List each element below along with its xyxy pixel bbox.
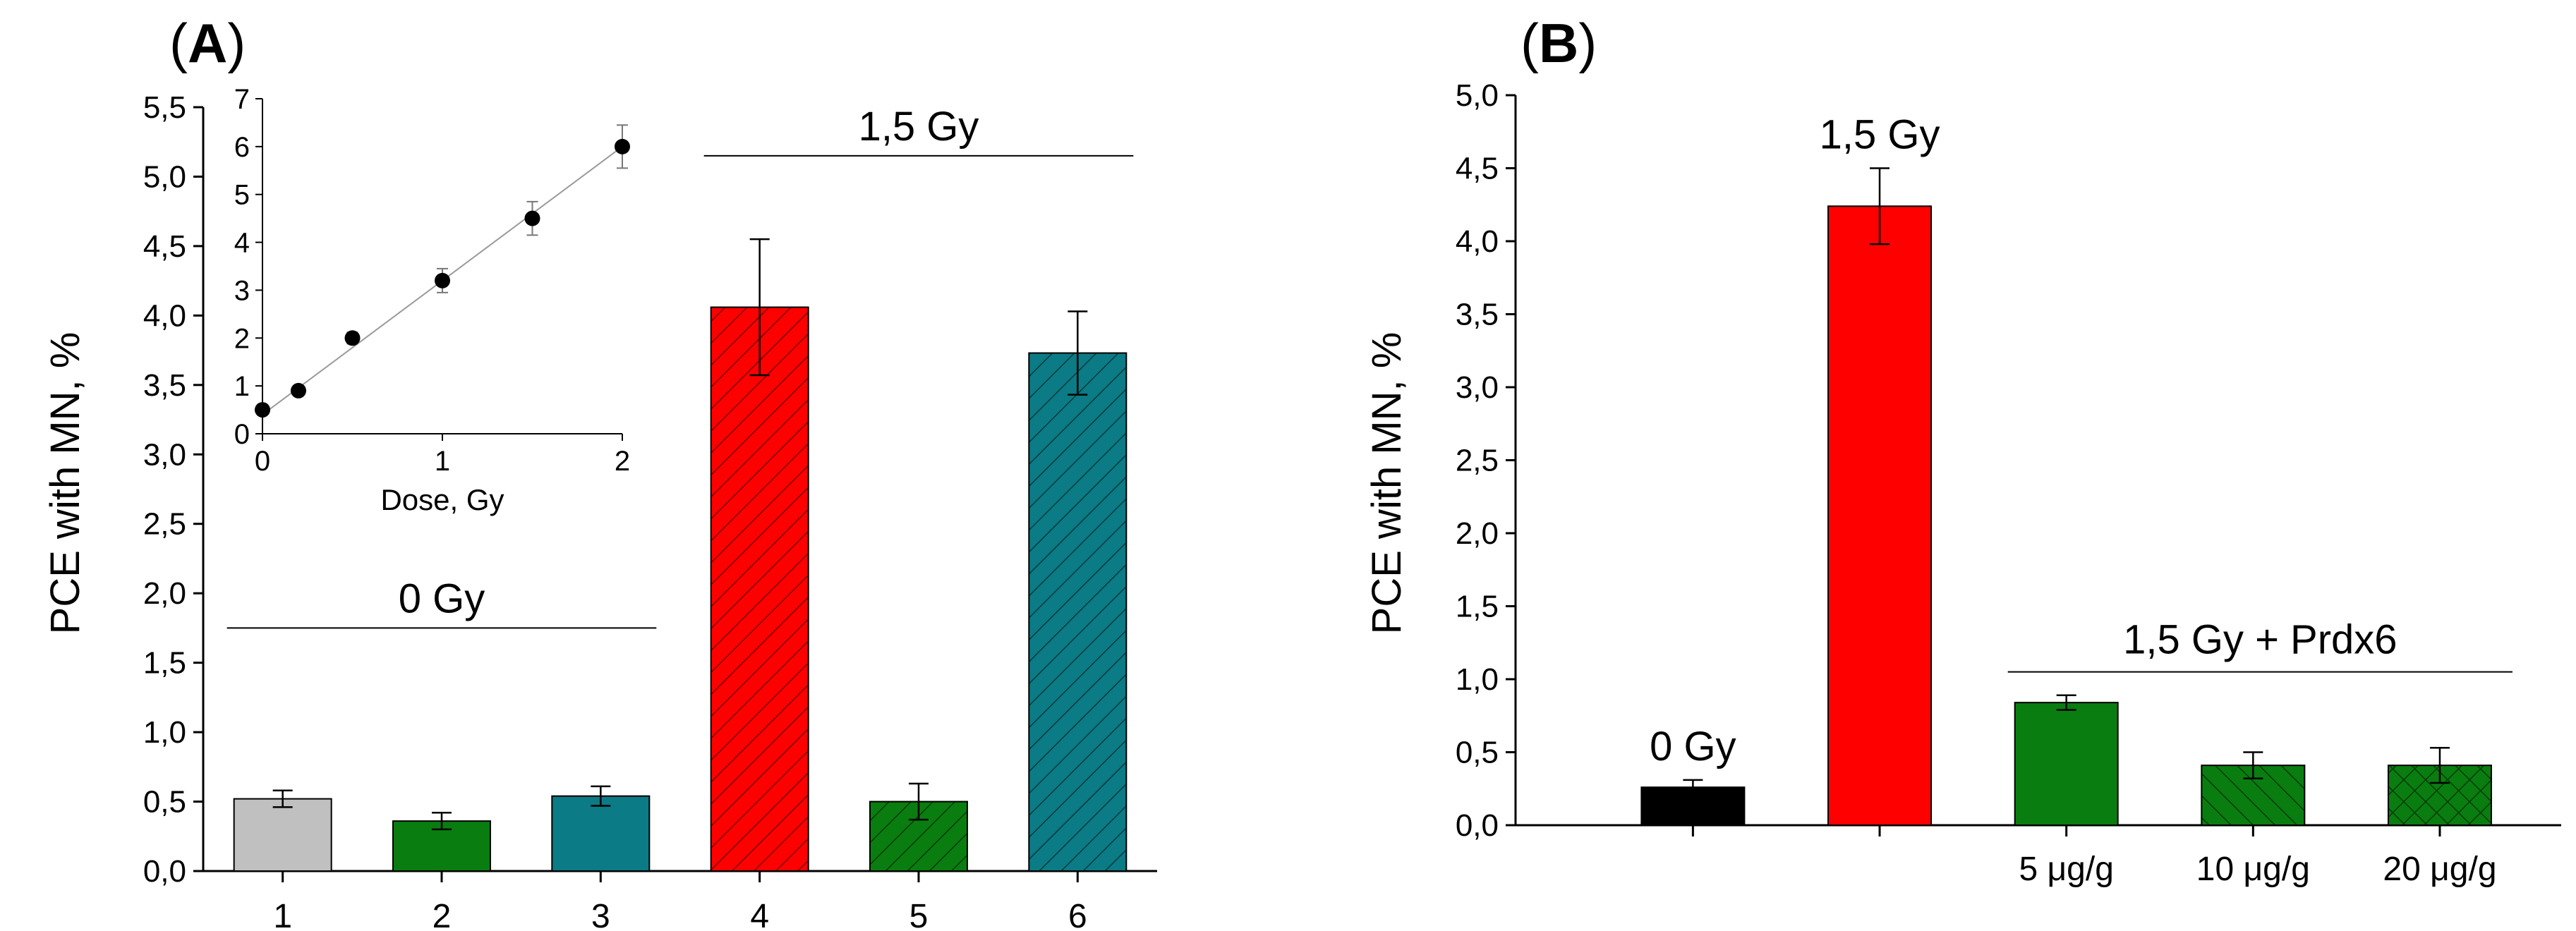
panel-a-y-tick-label: 4,5 [143,229,186,264]
panel-a-x-tick-label: 3 [591,898,610,931]
panel-a-bar [1028,352,1127,872]
panel-a-x-tick-label: 2 [433,898,452,931]
panel-b-x-tick-label: 5 μg/g [2019,851,2113,888]
inset-x-axis-label: Dose, Gy [380,483,504,516]
panel-a-y-tick-label: 4,0 [143,298,186,333]
panel-b-y-tick-label: 3,0 [1456,370,1499,405]
panel-a-y-tick-label: 2,0 [143,576,186,611]
panel-a-x-tick-label: 5 [909,898,929,931]
panel-b-x-tick-label: 20 μg/g [2383,851,2496,888]
panel-b: (B) PCE with MN, % 0,0 0,5 1,0 1,5 2,0 2,5 3,0… [1364,12,2561,888]
inset-y-tick-label: 2 [234,323,250,354]
panel-b-x-ticks: 5 μg/g 10 μg/g 20 μg/g [1691,825,2497,888]
panel-a-group-label: 1,5 Gy [859,104,979,150]
panel-b-y-ticks: 0,0 0,5 1,0 1,5 2,0 2,5 3,0 3,5 4,0 4,5 5,0 [1456,78,1516,843]
panel-a-y-ticks: 0,0 0,5 1,0 1,5 2,0 2,5 3,0 3,5 4,0 4,5 5,0 5,5 [143,90,203,889]
panel-a-x-tick-label: 6 [1068,898,1087,931]
panel-a-bar [710,306,809,872]
panel-b-y-tick-label: 1,5 [1456,590,1499,624]
inset-y-tick-label: 1 [234,371,250,402]
inset-y-tick-label: 7 [234,84,250,115]
panel-b-bar-label: 0 Gy [1650,724,1736,769]
inset-y-tick-label: 0 [234,419,250,450]
panel-b-bars: 0 Gy 1,5 Gy [1640,112,2492,827]
panel-a-bar [551,795,651,872]
panel-b-bar [2014,702,2119,826]
panel-a-y-tick-label: 3,5 [143,368,186,403]
panel-b-y-tick-label: 4,5 [1456,152,1499,186]
panel-a-bar [233,798,332,872]
panel-a: (A) PCE with MN, % 0,0 0,5 1,0 1,5 2,0 2,5 3,0… [42,12,1157,931]
panel-a-y-tick-label: 1,0 [143,715,186,750]
panel-a-label: (A) [169,12,246,74]
panel-a-y-tick-label: 1,5 [143,646,186,681]
inset-x-tick-label: 1 [435,446,450,477]
panel-b-x-tick-label: 10 μg/g [2196,851,2310,888]
panel-a-x-ticks: 1 2 3 4 5 6 [273,871,1087,931]
panel-b-y-tick-label: 1,0 [1456,662,1499,697]
inset-point [255,402,270,418]
panel-b-y-tick-label: 2,5 [1456,444,1499,478]
inset-x-tick-label: 0 [255,446,270,477]
panel-b-y-axis-label: PCE with MN, % [1364,332,1410,635]
panel-b-group-label: 1,5 Gy + Prdx6 [2123,617,2397,663]
panel-a-inset-chart: 0 1 2 3 4 5 6 7 0 1 2 Dose, Gy [234,84,630,516]
panel-b-y-tick-label: 4,0 [1456,224,1499,259]
panel-a-y-tick-label: 3,0 [143,437,186,472]
panel-b-label: (B) [1520,12,1597,74]
panel-b-y-tick-label: 2,0 [1456,516,1499,551]
panel-a-axes [202,107,1157,872]
panel-a-y-tick-label: 0,0 [143,854,186,889]
panel-b-y-tick-label: 3,5 [1456,298,1499,332]
panel-a-x-tick-label: 1 [273,898,292,931]
panel-b-bar [1827,205,1933,826]
panel-a-y-tick-label: 5,0 [143,159,186,194]
inset-point [435,272,450,288]
panel-a-group-labels: 0 Gy 1,5 Gy [226,104,1134,629]
panel-b-bar-label: 1,5 Gy [1820,112,1940,158]
inset-y-tick-label: 3 [234,275,250,306]
panel-a-x-tick-label: 4 [750,898,769,931]
inset-y-tick-label: 6 [234,132,250,163]
inset-point [524,210,540,226]
panel-a-y-tick-label: 5,5 [143,90,186,125]
inset-x-tick-label: 2 [615,446,630,477]
inset-point [291,382,306,398]
panel-b-y-tick-label: 5,0 [1456,78,1499,113]
panel-b-group-labels: 1,5 Gy + Prdx6 [2007,617,2512,673]
inset-y-tick-label: 4 [234,228,250,259]
panel-b-y-tick-label: 0,5 [1456,736,1499,770]
panel-a-y-tick-label: 0,5 [143,785,186,820]
panel-a-y-tick-label: 2,5 [143,507,186,542]
inset-point [344,330,361,346]
inset-point [615,138,630,154]
panel-a-group-label: 0 Gy [399,576,485,621]
panel-b-y-tick-label: 0,0 [1456,808,1499,843]
panel-a-bars [233,238,1127,872]
inset-y-tick-label: 5 [234,180,250,211]
panel-a-y-axis-label: PCE with MN, % [42,332,88,635]
